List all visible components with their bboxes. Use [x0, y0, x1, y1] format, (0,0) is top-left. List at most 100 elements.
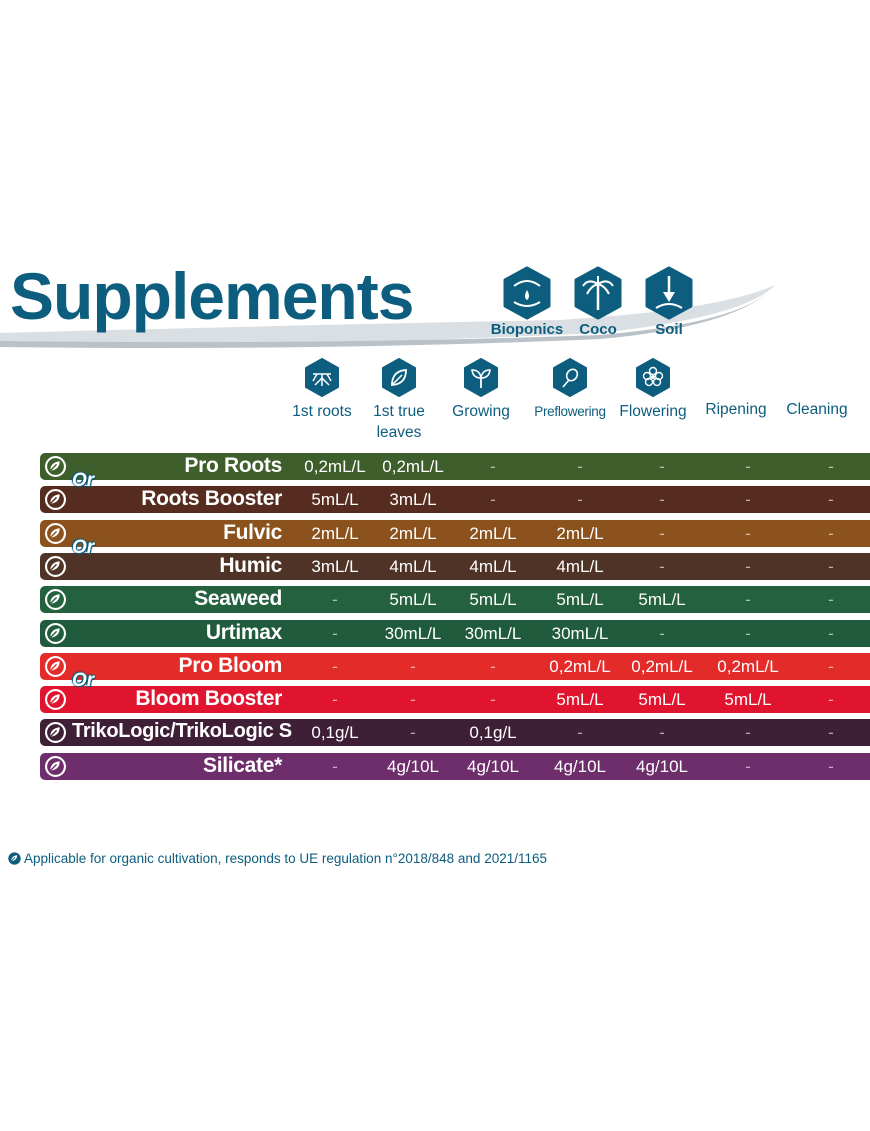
dosage-cell: 4g/10L: [387, 756, 439, 776]
stage-label: Flowering: [619, 403, 687, 420]
product-row: Silicate* - 4g/10L 4g/10L 4g/10L 4g/10L - -: [40, 752, 870, 780]
page-title: Supplements: [10, 259, 414, 333]
stage-preflowering: Preflowering: [529, 358, 611, 422]
dosage-cell: 3mL/L: [389, 490, 437, 510]
dosage-cell: 4g/10L: [636, 756, 688, 776]
dosage-cell: 5mL/L: [469, 590, 517, 610]
dosage-cell: 4g/10L: [467, 756, 519, 776]
footnote-text: Applicable for organic cultivation, resp…: [24, 851, 548, 866]
media-soil: Soil: [624, 266, 714, 338]
preflower-icon: [553, 358, 587, 397]
dosage-cell: -: [332, 623, 338, 643]
dosage-cell: 5mL/L: [638, 690, 686, 710]
dosage-cell: 2mL/L: [311, 523, 359, 543]
dosage-cell: -: [659, 723, 665, 743]
stage-1st-roots: 1st roots: [281, 358, 363, 422]
stage-flowering: Flowering: [612, 358, 694, 422]
shovel-icon: [645, 266, 693, 320]
or-connector: Or: [72, 470, 95, 491]
stage-1st-true-leaves: 1st true leaves: [358, 358, 440, 443]
product-name: Fulvic: [223, 520, 282, 544]
dosage-cell: -: [659, 490, 665, 510]
dosage-cell: -: [745, 556, 751, 576]
organic-leaf-icon: [45, 689, 66, 711]
dosage-cell: 4g/10L: [554, 756, 606, 776]
dosage-cell: -: [828, 490, 834, 510]
dosage-cell: -: [745, 723, 751, 743]
dosage-cell: 4mL/L: [556, 556, 604, 576]
product-name: TrikoLogic/TrikoLogic S: [72, 720, 292, 743]
organic-leaf-icon: [45, 456, 66, 477]
stage-cleaning: Cleaning: [776, 358, 858, 420]
organic-leaf-icon: [45, 655, 66, 677]
dosage-cell: -: [828, 656, 834, 676]
organic-leaf-icon: [45, 489, 66, 511]
product-name: Roots Booster: [141, 487, 282, 511]
product-name: Humic: [219, 553, 282, 577]
dosage-cell: -: [659, 523, 665, 543]
dosage-cell: -: [577, 457, 583, 476]
stage-label: Growing: [452, 403, 510, 420]
product-row: Bloom Booster - - - 5mL/L 5mL/L 5mL/L -: [40, 686, 870, 714]
leaf-icon: [382, 358, 416, 397]
stage-label: 1st true leaves: [373, 403, 425, 441]
roots-icon: [305, 358, 339, 397]
stage-growing: Growing: [440, 358, 522, 422]
dosage-cell: 5mL/L: [389, 590, 437, 610]
organic-leaf-icon: [45, 622, 66, 644]
sprout-icon: [464, 358, 498, 397]
dosage-cell: -: [828, 756, 834, 776]
product-row: Pro Bloom - - - 0,2mL/L 0,2mL/L 0,2mL/L -: [40, 652, 870, 680]
organic-leaf-icon: [45, 755, 66, 777]
dosage-cell: -: [577, 723, 583, 743]
dosage-cell: -: [490, 656, 496, 676]
dosage-cell: -: [745, 490, 751, 510]
title-swoosh: [0, 285, 775, 348]
dosage-cell: -: [490, 490, 496, 510]
dosage-cell: 30mL/L: [464, 623, 522, 643]
dosage-cell: 0,2mL/L: [304, 457, 366, 476]
dosage-cell: 4mL/L: [469, 556, 517, 576]
dosage-cell: -: [828, 623, 834, 643]
dosage-cell: 0,1g/L: [469, 723, 517, 743]
dosage-cell: 0,2mL/L: [631, 656, 693, 676]
dosage-cell: -: [828, 556, 834, 576]
dosage-cell: 5mL/L: [638, 590, 686, 610]
or-connector: Or: [72, 536, 95, 558]
organic-leaf-icon: [8, 852, 21, 865]
dosage-cell: 30mL/L: [384, 623, 442, 643]
dosage-cell: -: [410, 690, 416, 710]
stage-label: 1st roots: [292, 403, 352, 420]
dosage-cell: -: [659, 556, 665, 576]
dosage-cell: 30mL/L: [551, 623, 609, 643]
media-label: Bioponics: [490, 321, 564, 338]
product-row: Humic 3mL/L 4mL/L 4mL/L 4mL/L - - -: [40, 552, 870, 580]
dosage-cell: 5mL/L: [556, 590, 604, 610]
dosage-cell: 2mL/L: [389, 523, 437, 543]
media-label: Soil: [655, 321, 683, 338]
stage-label: Preflowering: [534, 404, 606, 419]
dosage-cell: -: [490, 690, 496, 710]
dosage-cell: -: [745, 756, 751, 776]
media-coco: Coco: [553, 266, 643, 338]
dosage-cell: -: [828, 523, 834, 543]
or-connector: Or: [72, 669, 95, 691]
dosage-cell: -: [577, 490, 583, 510]
dosage-cell: -: [659, 623, 665, 643]
dosage-cell: 3mL/L: [311, 556, 359, 576]
dosage-cell: -: [828, 457, 834, 476]
media-bioponics: Bioponics: [482, 266, 572, 338]
dosage-cell: 4mL/L: [389, 556, 437, 576]
dosage-cell: 2mL/L: [469, 523, 517, 543]
dosage-cell: 0,1g/L: [311, 723, 359, 743]
product-name: Pro Bloom: [178, 653, 283, 677]
stage-label: Cleaning: [786, 401, 848, 418]
dosage-cell: 5mL/L: [724, 690, 772, 710]
dosage-cell: -: [828, 723, 834, 743]
dosage-cell: -: [332, 756, 338, 776]
dosage-cell: 0,2mL/L: [382, 457, 444, 476]
product-row: Roots Booster 5mL/L 3mL/L - - - - -: [40, 486, 870, 514]
product-name: Bloom Booster: [135, 687, 282, 711]
product-row: Urtimax - 30mL/L 30mL/L 30mL/L - - -: [40, 619, 870, 647]
product-name: Silicate*: [202, 753, 282, 777]
